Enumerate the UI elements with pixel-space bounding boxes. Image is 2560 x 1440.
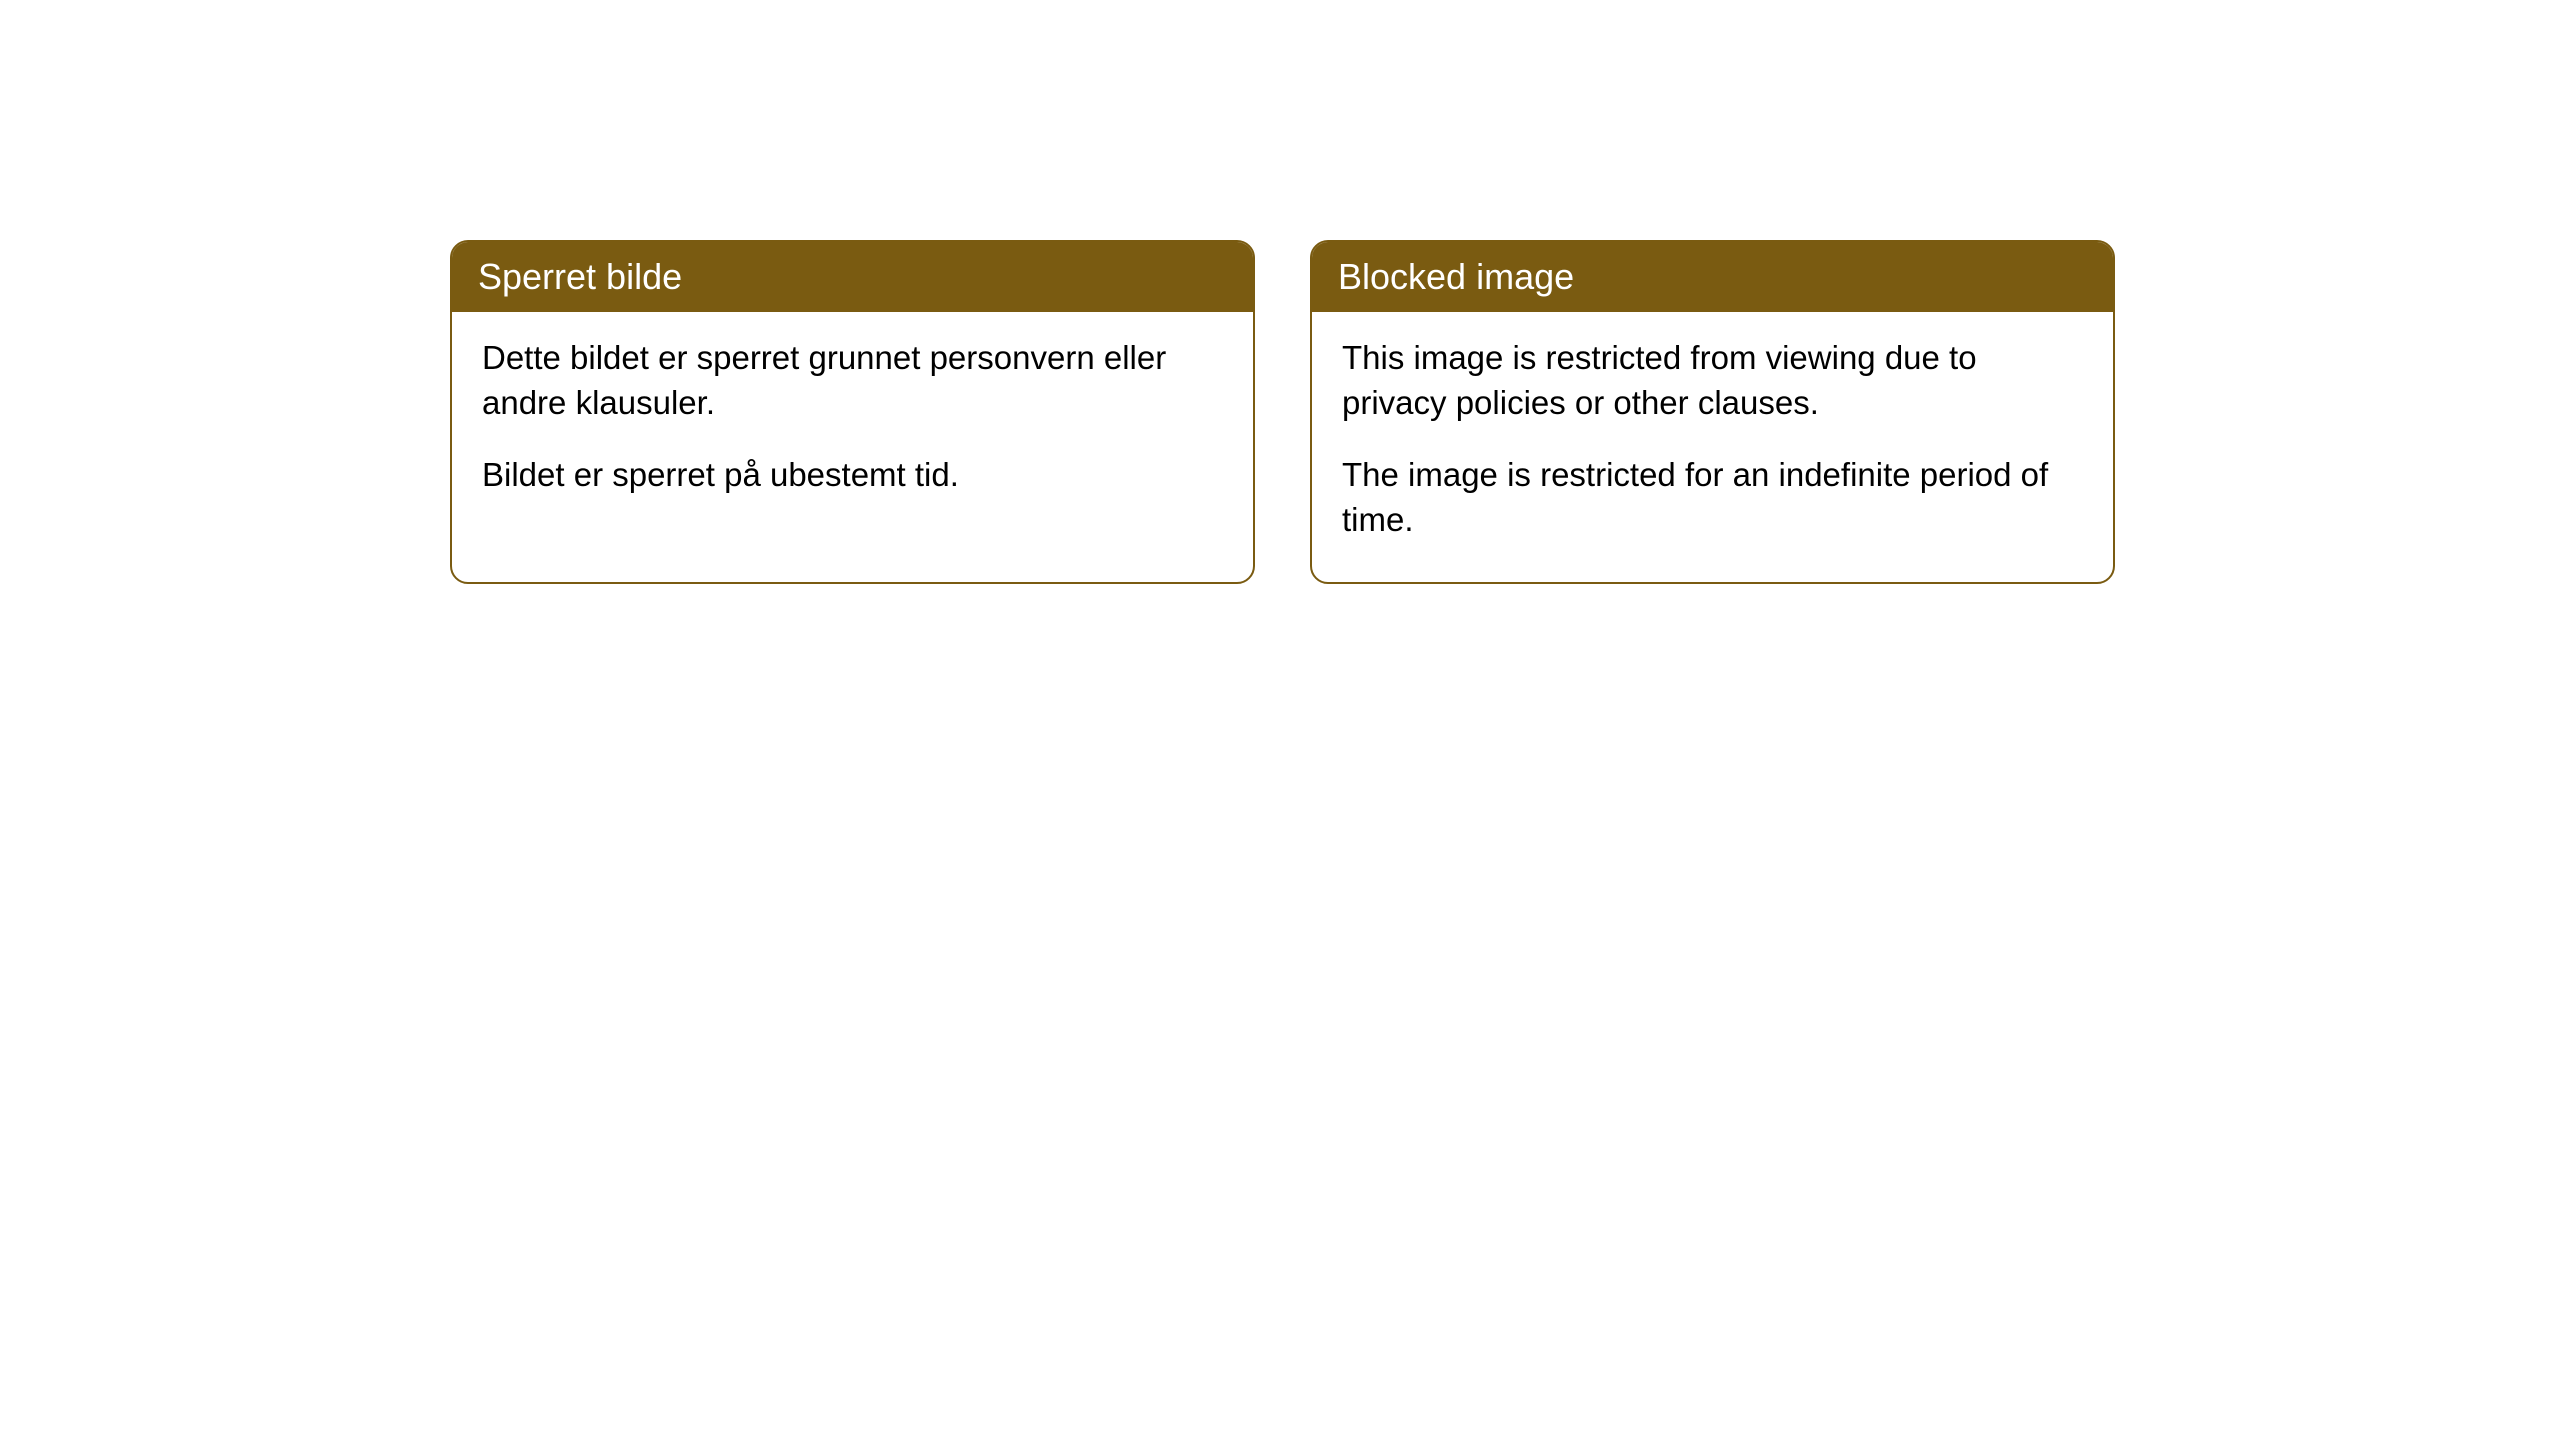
card-paragraph: Dette bildet er sperret grunnet personve… [482,336,1223,425]
cards-container: Sperret bilde Dette bildet er sperret gr… [450,240,2560,584]
card-body-english: This image is restricted from viewing du… [1312,312,2113,582]
card-header-english: Blocked image [1312,242,2113,312]
card-english: Blocked image This image is restricted f… [1310,240,2115,584]
card-paragraph: Bildet er sperret på ubestemt tid. [482,453,1223,498]
card-paragraph: The image is restricted for an indefinit… [1342,453,2083,542]
card-paragraph: This image is restricted from viewing du… [1342,336,2083,425]
card-header-norwegian: Sperret bilde [452,242,1253,312]
card-norwegian: Sperret bilde Dette bildet er sperret gr… [450,240,1255,584]
card-body-norwegian: Dette bildet er sperret grunnet personve… [452,312,1253,538]
